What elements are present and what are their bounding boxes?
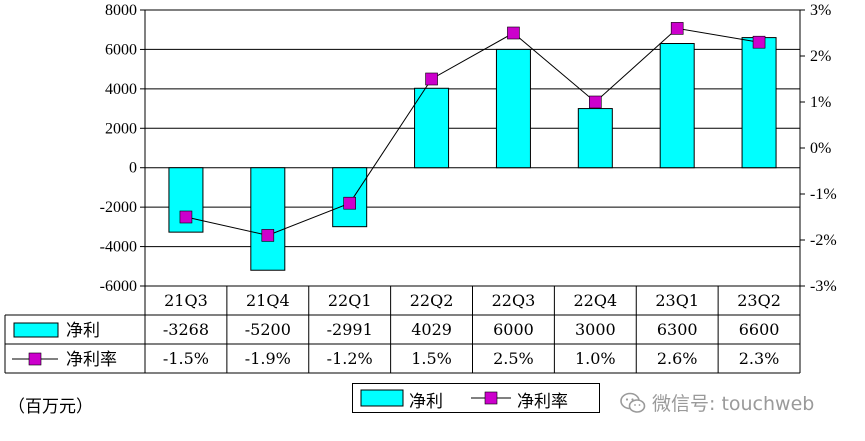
- table-cell: 1.0%: [575, 349, 616, 368]
- legend-bar-swatch: [360, 389, 404, 407]
- row-label-net-margin: 净利率: [66, 350, 117, 370]
- table-cell: 6300: [657, 320, 698, 339]
- data-table: 21Q3 21Q4 22Q1 22Q2 22Q3 22Q4 23Q1 23Q2 -3268 -52…: [4, 286, 801, 374]
- right-tick-label: 2%: [810, 48, 831, 65]
- table-cell: -3268: [163, 320, 209, 339]
- row-label-net-profit: 净利: [66, 321, 100, 341]
- unit-label: （百万元）: [8, 397, 93, 417]
- x-tick-label: 22Q3: [492, 291, 536, 310]
- left-tick-label: -2000: [100, 199, 137, 216]
- line-marker: [179, 210, 193, 224]
- left-tick-label: -6000: [100, 278, 137, 295]
- table-cell: -1.9%: [245, 349, 291, 368]
- x-tick-label: 22Q4: [573, 291, 617, 310]
- table-cell: -5200: [245, 320, 291, 339]
- table-cell: 6600: [739, 320, 780, 339]
- line-marker: [343, 196, 356, 210]
- right-tick-label: 1%: [810, 94, 831, 111]
- table-cell: 2.3%: [739, 349, 780, 368]
- left-tick-label: -4000: [100, 239, 137, 256]
- table-cell: 2.5%: [493, 349, 534, 368]
- left-axis-ticks: 8000 6000 4000 2000 0 -2000 -4000 -6000: [100, 2, 145, 295]
- table-cell: 3000: [575, 320, 616, 339]
- right-axis-ticks: 3% 2% 1% 0% -1% -2% -3%: [800, 2, 837, 295]
- bar: [250, 167, 286, 271]
- table-cell: 2.6%: [657, 349, 698, 368]
- bar: [741, 37, 777, 169]
- right-tick-label: -3%: [810, 278, 837, 295]
- legend: 净利 净利率: [352, 383, 600, 413]
- series-line: [185, 27, 760, 236]
- x-tick-label: 23Q2: [737, 291, 781, 310]
- row-bar-swatch: [13, 322, 59, 338]
- table-cell: -1.2%: [327, 349, 373, 368]
- legend-bar-label: 净利: [409, 392, 443, 412]
- left-tick-label: 6000: [105, 41, 137, 58]
- bar: [414, 87, 450, 169]
- x-tick-label: 22Q2: [410, 291, 454, 310]
- right-tick-label: -2%: [810, 232, 837, 249]
- bar: [577, 108, 613, 169]
- row-line-marker: [28, 352, 42, 366]
- plot-area: [144, 9, 801, 287]
- line-series: [179, 22, 766, 242]
- left-tick-label: 8000: [105, 2, 137, 19]
- wechat-icon: [620, 392, 646, 413]
- right-tick-label: 3%: [810, 2, 831, 19]
- bar: [495, 48, 531, 169]
- line-marker: [425, 72, 438, 86]
- right-tick-label: -1%: [810, 186, 837, 203]
- table-cell: 6000: [493, 320, 534, 339]
- x-tick-label: 23Q1: [655, 291, 699, 310]
- x-tick-label: 21Q4: [246, 291, 290, 310]
- watermark: 微信号: touchweb: [620, 389, 814, 416]
- left-tick-label: 0: [129, 160, 137, 177]
- table-cell: -1.5%: [163, 349, 209, 368]
- table-cell: 4029: [411, 320, 452, 339]
- left-tick-label: 2000: [105, 120, 137, 137]
- bar: [659, 43, 695, 169]
- x-tick-label: 21Q3: [164, 291, 208, 310]
- line-marker: [752, 35, 766, 49]
- legend-line-marker: [484, 391, 498, 405]
- legend-line-label: 净利率: [517, 392, 568, 412]
- left-tick-label: 4000: [105, 81, 137, 98]
- table-cell: -2991: [327, 320, 373, 339]
- x-tick-label: 22Q1: [328, 291, 372, 310]
- bar-series: [168, 37, 777, 271]
- right-tick-label: 0%: [810, 140, 831, 157]
- table-cell: 1.5%: [411, 349, 452, 368]
- watermark-text: 微信号: touchweb: [652, 393, 815, 415]
- line-marker: [670, 22, 684, 35]
- line-marker: [589, 95, 602, 109]
- line-marker: [507, 26, 520, 40]
- line-marker: [261, 229, 275, 242]
